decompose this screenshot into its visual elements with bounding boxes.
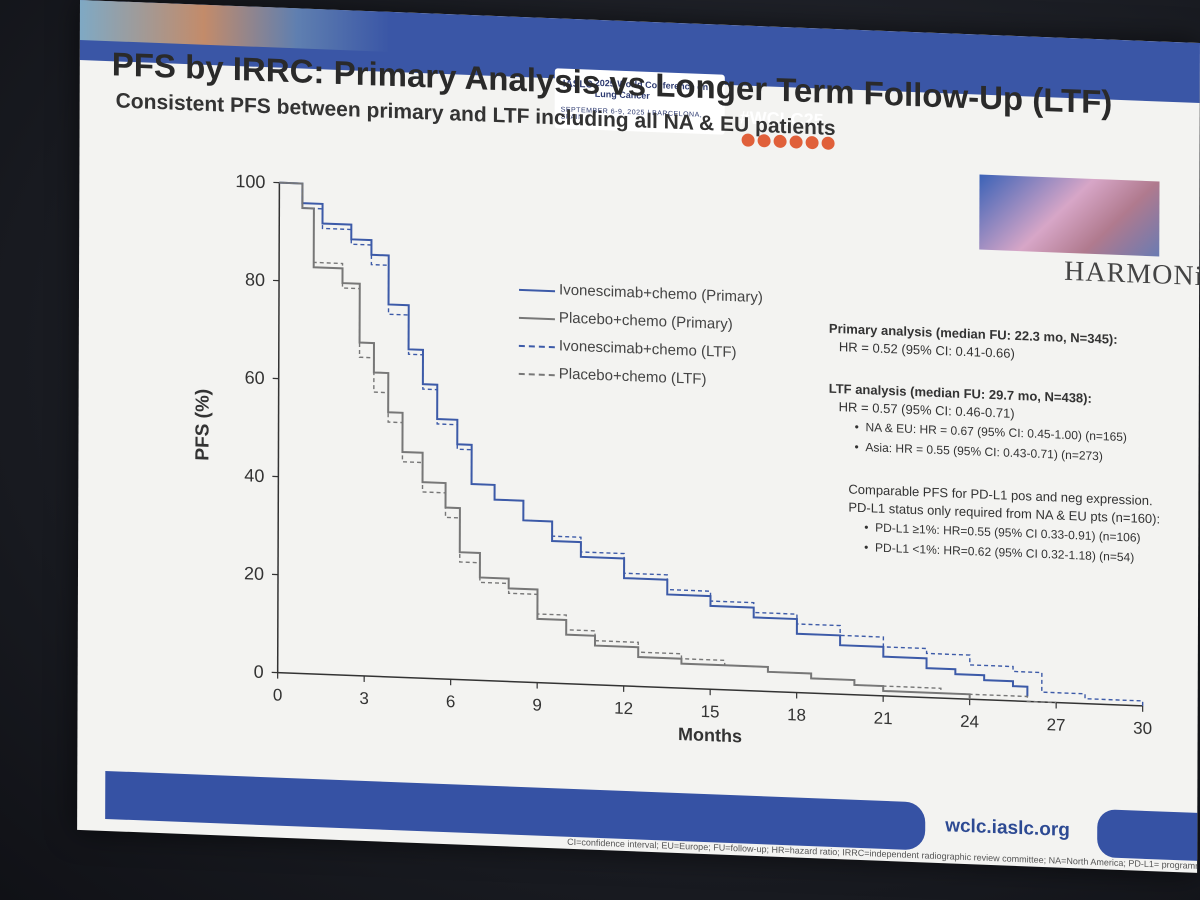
x-tick-label: 24	[960, 712, 979, 732]
y-axis-line	[276, 182, 281, 673]
x-tick-label: 21	[874, 708, 893, 728]
x-tick-label: 27	[1047, 715, 1066, 735]
x-tick-label: 15	[701, 702, 720, 722]
x-tick-label: 9	[532, 695, 542, 714]
y-tick-label: 60	[245, 367, 265, 388]
x-tick-label: 3	[359, 689, 369, 708]
x-tick-label: 0	[273, 685, 283, 704]
presentation-slide: IASLC 2025 World Conference on Lung Canc…	[77, 0, 1200, 873]
x-axis-label: Months	[678, 724, 742, 746]
x-tick-label: 6	[446, 692, 456, 711]
y-axis-label: PFS (%)	[192, 388, 213, 461]
y-tick-label: 40	[244, 465, 264, 486]
km-chart: 0 20 40 60 80 100 0 3 6 9 12 15 18 21 24 27 30 Months PFS …	[192, 171, 1152, 746]
conference-url[interactable]: wclc.iaslc.org	[945, 815, 1070, 842]
x-tick-label: 12	[614, 699, 633, 719]
y-tick-label: 100	[235, 171, 265, 192]
series-line-3	[279, 181, 1057, 704]
y-tick-label: 80	[245, 269, 265, 290]
x-tick-label: 18	[787, 705, 806, 725]
series-line-0	[279, 181, 1029, 697]
series-line-2	[279, 181, 1144, 706]
y-tick-label: 20	[244, 563, 264, 584]
footer-bar-right	[1097, 809, 1200, 862]
y-tick-label: 0	[254, 662, 264, 682]
x-tick-label: 30	[1133, 718, 1152, 738]
